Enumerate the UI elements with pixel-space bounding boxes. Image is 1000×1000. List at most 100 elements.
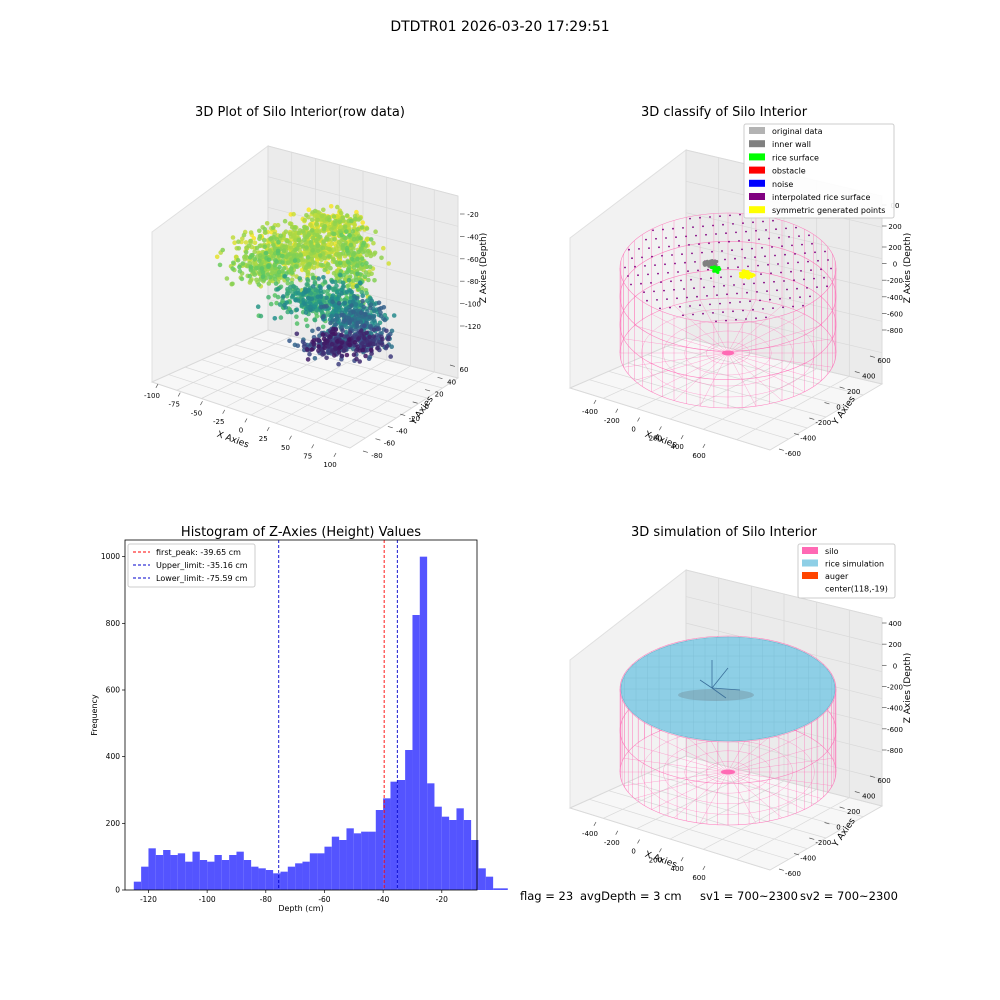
panel1-x-tick-mark (289, 435, 292, 440)
panel3-y-tick-label: 400 (106, 752, 121, 761)
data-point (281, 248, 287, 254)
silo-floor-spoke (651, 734, 729, 773)
silo-floor-spoke (623, 338, 729, 354)
data-point (300, 257, 306, 262)
data-point (372, 250, 378, 256)
data-point (368, 347, 374, 353)
data-point (294, 314, 299, 320)
interpolated-point (670, 280, 672, 283)
panel2-grid-line (685, 212, 883, 260)
histogram-bar (221, 860, 230, 890)
interpolated-point (637, 274, 639, 277)
data-point (323, 245, 329, 251)
interpolated-point (720, 276, 722, 279)
data-point (277, 302, 283, 307)
panel4-y-tick-mark (778, 868, 784, 871)
data-point (311, 342, 317, 347)
interpolated-point (755, 317, 757, 320)
data-point (276, 269, 282, 275)
data-point (360, 262, 365, 267)
panel1-grid-line (267, 206, 459, 258)
interpolated-point (692, 226, 694, 229)
data-point (322, 345, 327, 351)
data-point (224, 276, 230, 281)
data-point (384, 343, 390, 349)
data-point (312, 279, 318, 285)
panel3-x-tick-label: -80 (260, 895, 272, 904)
panel1-grid-line (201, 341, 316, 399)
data-point (360, 293, 366, 299)
histogram-bar (141, 866, 149, 890)
interpolated-point (781, 245, 783, 248)
panel1-grid-line (300, 365, 411, 432)
data-point (340, 251, 346, 256)
histogram-bar (500, 888, 508, 890)
panel4-grid-line (666, 764, 864, 818)
panel1-x-tick-label: -25 (213, 418, 224, 426)
silo-floor-spoke (634, 745, 729, 773)
data-point (255, 304, 261, 310)
interpolated-point (707, 268, 709, 271)
interpolated-point (657, 272, 659, 275)
data-point (278, 315, 284, 320)
interpolated-point (733, 284, 735, 286)
panel1-z-tick-label: -60 (467, 256, 478, 264)
data-point (321, 239, 327, 244)
silo-floor-spoke (673, 305, 729, 354)
data-point (364, 330, 370, 336)
panel2-class-points (702, 259, 756, 280)
interpolated-point (790, 270, 792, 273)
data-point (331, 326, 336, 332)
interpolated-point (696, 295, 698, 298)
silo-floor-spoke (634, 771, 729, 799)
panel2-grid-line (569, 387, 771, 451)
data-point (305, 357, 311, 362)
panel2-legend-box (743, 123, 895, 219)
data-point (250, 260, 256, 266)
interpolated-point (770, 272, 772, 275)
data-point (347, 274, 353, 279)
interpolated-point (685, 235, 687, 238)
data-point (371, 327, 377, 333)
silo-floor-spoke (727, 745, 822, 773)
panel2-legend-label: original data (772, 127, 823, 136)
silo-center-marker (722, 350, 734, 356)
interpolated-point (749, 300, 751, 303)
data-point (310, 328, 315, 334)
interpolated-point (712, 312, 714, 314)
data-point (378, 310, 383, 315)
panel4-y-tick-mark (839, 806, 845, 809)
panel2-legend-label: noise (772, 180, 793, 189)
interpolated-point (666, 298, 668, 300)
data-point (310, 235, 316, 241)
silo-floor-spoke (727, 352, 757, 407)
panel1-points (214, 204, 397, 367)
panel1-y-tick-mark (375, 438, 381, 441)
data-point (254, 245, 260, 251)
interpolated-point (783, 280, 785, 282)
data-point (282, 274, 288, 279)
data-point (283, 254, 289, 260)
interpolated-point (756, 291, 758, 293)
data-point (230, 235, 236, 240)
data-point (303, 310, 309, 315)
panel1-grid-line (275, 359, 387, 424)
histogram-bar (236, 851, 244, 890)
interpolated-point (775, 228, 777, 231)
data-point (364, 252, 370, 258)
panel2-z-ticks: 200 0 -200 -400 -600 -800 00 200 (882, 202, 903, 335)
rice-surface-point (716, 270, 720, 274)
panel4-z-tick-label: -800 (887, 747, 903, 755)
data-point (324, 236, 330, 241)
data-point (282, 218, 288, 224)
panel1-x-tick-label: 50 (281, 444, 290, 452)
data-point (305, 272, 311, 277)
data-point (289, 309, 294, 315)
interpolated-point (794, 253, 796, 255)
interpolated-point (654, 264, 656, 266)
data-point (275, 287, 281, 292)
data-point (309, 228, 315, 233)
data-point (324, 295, 329, 301)
data-point (307, 261, 312, 267)
interpolated-point (813, 277, 815, 280)
